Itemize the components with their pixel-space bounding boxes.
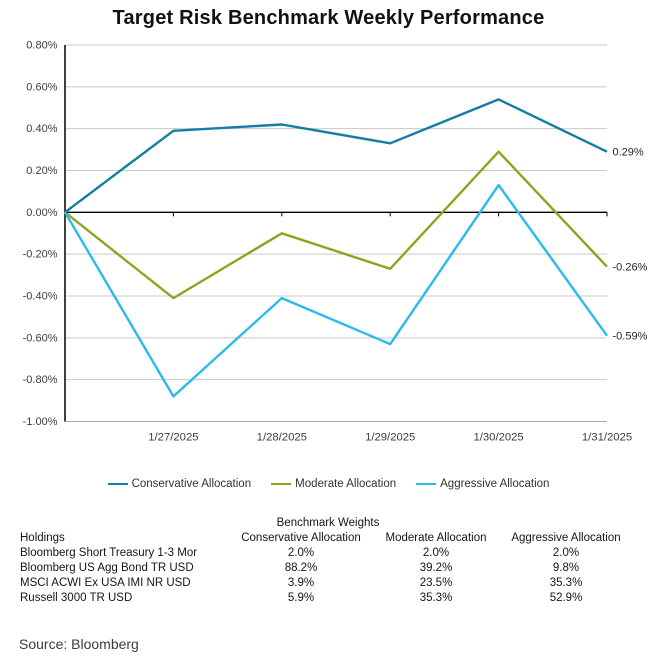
y-axis-tick-label: -0.80% [23,374,58,386]
legend-line-swatch [271,482,292,486]
benchmark-weights-table: Benchmark Weights Holdings Conservative A… [20,516,636,606]
x-axis-tick-label: 1/28/2025 [257,432,307,444]
table-cell: 39.2% [419,562,453,574]
table-cell: 3.9% [287,577,315,589]
x-axis-tick-label: 1/30/2025 [473,432,523,444]
table-cell: 35.3% [549,577,583,589]
y-axis-tick-label: -0.20% [23,249,58,261]
y-axis-tick-label: 0.00% [26,207,57,219]
table-row: MSCI ACWI Ex USA IMI NR USD 3.9% 23.5% 35.3… [20,576,636,591]
y-axis-tick-label: 0.80% [26,40,57,52]
series-line-aggressive-allocation [63,183,608,398]
column-header: Conservative Allocation [241,532,361,544]
legend-line-swatch [107,482,128,486]
legend-item-conservative-allocation: Conservative Allocation [107,478,252,490]
legend-label: Moderate Allocation [295,478,397,490]
legend-line-swatch [416,482,437,486]
table-cell: 2.0% [422,547,450,559]
y-axis-tick-label: 0.20% [26,165,57,177]
legend-label: Conservative Allocation [131,478,252,490]
table-cell: 2.0% [287,547,315,559]
y-axis-tick-label: -0.40% [23,291,58,303]
series-line-conservative-allocation [64,98,608,214]
series-end-value-label: -0.59% [613,331,648,343]
table-cell: 5.9% [287,592,315,604]
column-header: Holdings [20,532,65,544]
column-header: Moderate Allocation [385,532,487,544]
table-cell: 9.8% [552,562,580,574]
table-cell: MSCI ACWI Ex USA IMI NR USD [20,577,191,589]
table-row: Bloomberg US Agg Bond TR USD 88.2% 39.2% 9.… [20,561,636,576]
y-axis-tick-label: 0.40% [26,123,57,135]
table-body: Holdings Conservative Allocation Moderate … [20,531,636,606]
table-cell: Bloomberg Short Treasury 1-3 Mor [20,547,198,559]
table-cell: Russell 3000 TR USD [20,592,133,604]
legend-label: Aggressive Allocation [440,478,550,490]
table-cell: 88.2% [284,562,318,574]
chart-legend: Conservative Allocation Moderate Allocati… [0,478,657,490]
table-row: Russell 3000 TR USD 5.9% 35.3% 52.9% [20,591,636,606]
legend-item-aggressive-allocation: Aggressive Allocation [416,478,549,490]
table-cell: 23.5% [419,577,453,589]
chart-title: Target Risk Benchmark Weekly Performance [112,7,545,29]
table-cell: Bloomberg US Agg Bond TR USD [20,562,194,574]
table-title: Benchmark Weights [276,517,380,529]
x-axis-tick-label: 1/29/2025 [365,432,415,444]
y-axis-tick-label: 0.60% [26,81,57,93]
y-axis-tick-label: -1.00% [23,416,58,428]
table-cell: 52.9% [549,592,583,604]
x-axis-tick-label: 1/27/2025 [148,432,198,444]
y-axis-tick-label: -0.60% [23,332,58,344]
source-attribution: Source: Bloomberg [19,636,139,652]
column-header: Aggressive Allocation [511,532,621,544]
table-header-row: Holdings Conservative Allocation Moderate … [20,531,636,546]
series-line-moderate-allocation [64,150,608,300]
x-axis-tick-label: 1/31/2025 [582,432,632,444]
series-end-value-label: 0.29% [613,146,644,158]
series-end-value-label: -0.26% [613,262,648,274]
table-cell: 2.0% [552,547,580,559]
performance-line-chart: 0.80% 0.60% 0.40% 0.20% 0.00% -0.20% -0.40% -0.… [23,40,648,444]
table-cell: 35.3% [419,592,453,604]
table-row: Bloomberg Short Treasury 1-3 Mor 2.0% 2.0%… [20,546,636,561]
legend-item-moderate-allocation: Moderate Allocation [271,478,396,490]
